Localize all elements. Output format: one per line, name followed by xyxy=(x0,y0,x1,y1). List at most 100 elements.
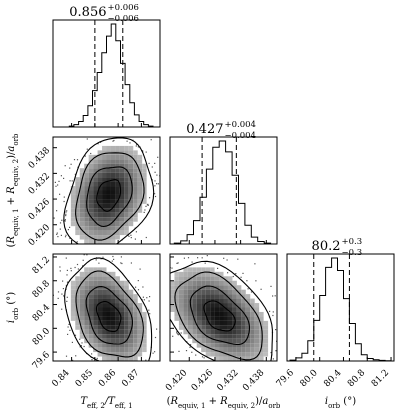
density-cell xyxy=(70,221,76,227)
scatter-point xyxy=(128,235,130,237)
density-cell xyxy=(70,311,76,317)
density-cell xyxy=(250,316,255,321)
scatter-point xyxy=(137,280,139,282)
y-tick-label: 80.0 xyxy=(31,326,52,347)
scatter-point xyxy=(154,180,156,182)
density-cell xyxy=(110,239,116,244)
density-cell xyxy=(110,217,116,222)
density-cell xyxy=(79,208,85,213)
scatter-point xyxy=(270,365,271,366)
density-cell xyxy=(93,159,98,164)
density-cell xyxy=(93,303,98,308)
scatter-point xyxy=(248,370,249,371)
scatter-point xyxy=(280,345,281,346)
density-cell xyxy=(192,285,197,290)
density-cell xyxy=(110,352,116,357)
scatter-point xyxy=(278,317,279,318)
scatter-point xyxy=(82,265,84,267)
density-cell xyxy=(110,280,116,286)
density-cell xyxy=(227,329,233,335)
density-cell xyxy=(219,320,224,326)
scatter-point xyxy=(100,141,102,143)
scatter-point xyxy=(167,279,168,280)
panel-frame xyxy=(52,253,161,362)
scatter-point xyxy=(130,234,132,236)
density-cell xyxy=(137,316,143,321)
scatter-point xyxy=(117,372,118,373)
density-cell xyxy=(170,298,175,304)
density-cell xyxy=(205,298,211,304)
scatter-point xyxy=(62,280,64,282)
density-cell xyxy=(119,181,125,187)
density-cell xyxy=(254,356,260,361)
density-cell xyxy=(196,298,202,304)
density-cell xyxy=(88,154,94,160)
scatter-point xyxy=(176,330,178,333)
density-cell xyxy=(214,356,220,361)
density-cell xyxy=(106,239,111,244)
contour-line xyxy=(203,300,236,332)
density-cell xyxy=(88,186,94,191)
density-cell xyxy=(232,311,237,317)
density-cell xyxy=(115,347,120,353)
density-cell xyxy=(88,311,94,317)
scatter-point xyxy=(130,262,132,264)
density-cell xyxy=(187,311,193,317)
density-cell xyxy=(183,294,188,299)
density-cell xyxy=(128,338,134,344)
density-cell xyxy=(106,276,111,281)
density-cell xyxy=(133,172,138,178)
density-cell xyxy=(97,329,103,335)
param-title-minus: −0.3 xyxy=(342,248,363,258)
x-tick-label: 79.6 xyxy=(275,368,296,389)
density-cell xyxy=(196,294,202,299)
density-cell xyxy=(232,280,237,286)
scatter-point xyxy=(139,268,141,270)
density-cell xyxy=(102,329,107,335)
density-cell xyxy=(84,235,89,240)
density-cell xyxy=(97,159,103,164)
density-cell xyxy=(214,276,220,281)
density-cell xyxy=(97,181,103,187)
density-cell xyxy=(70,307,76,312)
density-cell xyxy=(88,172,94,178)
density-cell xyxy=(79,307,85,312)
density-cell xyxy=(210,285,215,290)
density-cell xyxy=(236,325,242,330)
density-panel-teff_ratio-sum_radii xyxy=(52,136,161,266)
density-cell xyxy=(110,334,116,339)
scatter-point xyxy=(63,200,65,203)
scatter-point xyxy=(111,260,113,262)
scatter-point xyxy=(195,354,197,356)
density-cell xyxy=(133,294,138,299)
density-cell xyxy=(174,311,179,317)
scatter-point xyxy=(136,143,138,146)
scatter-point xyxy=(76,265,77,266)
density-cell xyxy=(110,347,116,353)
scatter-point xyxy=(237,258,239,260)
density-cell xyxy=(119,307,125,312)
density-cell xyxy=(84,267,89,272)
density-cell xyxy=(124,325,129,330)
density-cell xyxy=(170,280,175,286)
density-cell xyxy=(93,334,98,339)
density-cell xyxy=(133,203,138,209)
density-cell xyxy=(174,276,179,281)
density-cell xyxy=(210,280,215,286)
density-cell xyxy=(124,172,129,178)
density-cell xyxy=(201,316,206,321)
scatter-point xyxy=(83,254,85,256)
density-cell xyxy=(241,329,246,335)
density-cell xyxy=(102,334,107,339)
density-cell xyxy=(97,334,103,339)
density-cell xyxy=(88,276,94,281)
density-cell xyxy=(196,307,202,312)
density-cell xyxy=(93,343,98,348)
density-cell xyxy=(84,177,89,182)
density-cell xyxy=(88,199,94,204)
scatter-point xyxy=(79,346,81,348)
scatter-point xyxy=(67,333,69,335)
scatter-point xyxy=(46,294,47,295)
density-cell xyxy=(106,303,111,308)
scatter-point xyxy=(183,257,185,259)
